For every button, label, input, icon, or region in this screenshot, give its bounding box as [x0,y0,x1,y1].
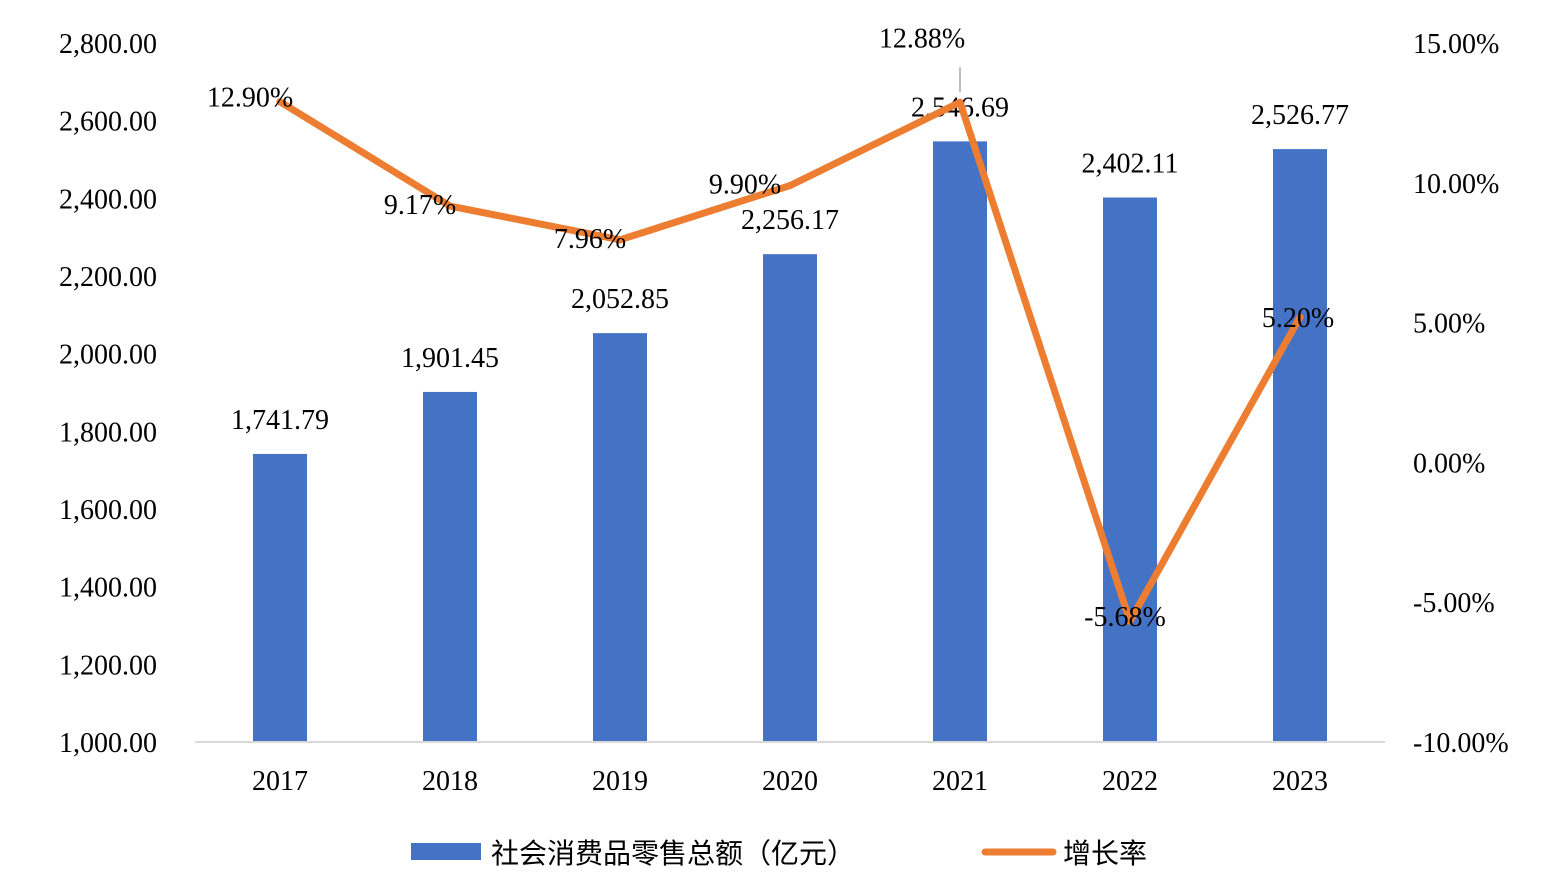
growth-rate-point [276,98,284,106]
legend-label-bar: 社会消费品零售总额（亿元） [491,837,855,870]
line-data-label: 5.20% [1262,303,1334,334]
left-axis-tick-label: 1,000.00 [59,728,157,759]
bar [593,333,647,742]
x-axis-tick-label: 2023 [1272,766,1328,797]
line-data-label: 7.96% [554,224,626,255]
legend: 社会消费品零售总额（亿元） 增长率 [411,837,1147,870]
right-axis-tick-label: -5.00% [1413,588,1495,619]
line-data-label: 12.90% [207,83,293,114]
legend-swatch-bar [411,843,481,860]
right-axis-tick-label: 10.00% [1413,169,1499,200]
bar-data-label: 2,052.85 [571,284,669,315]
growth-rate-point [446,202,454,210]
bar-data-label: 1,901.45 [401,343,499,374]
x-axis-tick-label: 2020 [762,766,818,797]
bar-data-label: 1,741.79 [231,405,329,436]
x-axis-tick-label: 2022 [1102,766,1158,797]
bar [763,254,817,742]
left-axis-tick-label: 2,800.00 [59,29,157,60]
bar [933,141,987,742]
x-axis-tick-label: 2021 [932,766,988,797]
growth-rate-point [616,236,624,244]
left-axis-tick-label: 2,200.00 [59,262,157,293]
growth-rate-point [786,182,794,190]
growth-rate-point [1126,617,1134,625]
x-axis-tick-label: 2018 [422,766,478,797]
line-data-label: -5.68% [1084,602,1166,633]
right-axis-tick-label: -10.00% [1413,728,1509,759]
growth-rate-point [1296,313,1304,321]
line-data-label: 12.88% [879,23,965,54]
line-data-label: 9.90% [709,170,781,201]
right-axis-tick-label: 5.00% [1413,309,1485,340]
left-axis-tick-label: 1,400.00 [59,573,157,604]
left-axis-tick-label: 2,000.00 [59,340,157,371]
left-axis-tick-label: 2,400.00 [59,184,157,215]
bar-data-label: 2,402.11 [1082,149,1179,180]
bar [253,453,307,742]
growth-rate-point [956,98,964,106]
bar [1103,197,1157,743]
bar-data-label: 2,256.17 [741,205,839,236]
bar [423,391,477,742]
left-axis-tick-label: 1,200.00 [59,650,157,681]
right-axis-tick-label: 15.00% [1413,29,1499,60]
left-axis-tick-label: 1,600.00 [59,495,157,526]
right-axis-tick-label: 0.00% [1413,448,1485,479]
legend-label-line: 增长率 [1063,837,1147,870]
line-data-label: 9.17% [384,190,456,221]
x-axis-tick-label: 2019 [592,766,648,797]
left-axis-tick-label: 2,600.00 [59,107,157,138]
bar [1273,149,1327,742]
x-axis-tick-label: 2017 [252,766,308,797]
bar-data-label: 2,526.77 [1251,100,1349,131]
left-axis-tick-label: 1,800.00 [59,417,157,448]
